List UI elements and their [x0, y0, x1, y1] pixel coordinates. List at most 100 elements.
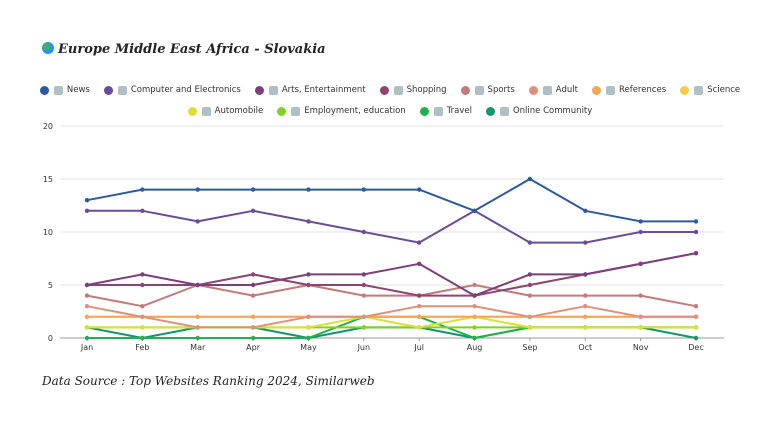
series-line-online-community — [86, 326, 697, 339]
sports-icon — [474, 85, 484, 95]
data-point-news — [361, 187, 367, 192]
legend-item[interactable]: Employment, education — [277, 106, 406, 116]
legend-marker — [39, 85, 49, 95]
legend-marker — [485, 106, 495, 116]
data-point-travel — [84, 335, 90, 341]
y-tick-label: 20 — [43, 122, 53, 131]
legend-item[interactable]: Science — [680, 85, 740, 95]
x-tick-label: Mar — [190, 343, 206, 352]
data-point-adult — [472, 304, 477, 309]
data-point-computer-and-electronics — [638, 229, 643, 235]
legend-marker — [187, 106, 197, 116]
legend-item[interactable]: Online Community — [485, 106, 593, 116]
legend-label: Arts, Entertainment — [281, 85, 366, 95]
x-tick-label: Nov — [633, 343, 649, 352]
data-point-news — [416, 187, 422, 192]
x-tick-label: Aug — [467, 343, 483, 352]
data-point-references — [250, 314, 256, 319]
legend-label: Science — [707, 85, 741, 95]
legend-item[interactable]: References — [591, 85, 667, 95]
data-point-computer-and-electronics — [306, 219, 311, 224]
legend-marker — [528, 85, 538, 95]
data-point-arts-entertainment — [527, 272, 533, 277]
legend-item[interactable]: Sports — [460, 85, 515, 95]
legend-item[interactable]: Arts, Entertainment — [254, 85, 366, 95]
legend-item[interactable]: Travel — [419, 106, 472, 116]
data-point-arts-entertainment — [472, 293, 477, 298]
data-point-sports — [250, 293, 256, 298]
globe-icon — [42, 42, 54, 54]
legend-item[interactable]: Automobile — [187, 106, 263, 116]
data-point-computer-and-electronics — [693, 229, 699, 235]
data-point-arts-entertainment — [583, 272, 588, 277]
data-point-automobile — [306, 325, 311, 330]
legend-marker — [680, 85, 690, 95]
data-point-sports — [361, 293, 367, 298]
data-point-adult — [140, 314, 145, 319]
data-point-sports — [472, 282, 477, 288]
series-line-shopping — [87, 252, 697, 297]
data-point-computer-and-electronics — [250, 208, 256, 213]
data-point-computer-and-electronics — [195, 219, 200, 224]
legend-item[interactable]: Adult — [528, 85, 578, 95]
community-icon — [499, 106, 509, 116]
data-point-references — [472, 314, 477, 319]
legend-item[interactable]: News — [39, 85, 90, 95]
data-point-computer-and-electronics — [416, 240, 422, 245]
data-point-sports — [638, 293, 643, 298]
legend-item[interactable]: Shopping — [379, 85, 447, 95]
data-point-news — [638, 219, 643, 224]
legend-label: Shopping — [406, 85, 447, 95]
series-line-automobile — [87, 315, 696, 329]
data-point-news — [583, 208, 588, 213]
data-point-automobile — [527, 325, 533, 330]
data-point-adult — [250, 325, 256, 330]
computer-icon — [117, 85, 127, 95]
legend-label: Employment, education — [304, 106, 406, 116]
data-point-adult — [638, 314, 643, 319]
data-point-arts-entertainment — [416, 261, 422, 266]
data-point-news — [306, 187, 311, 192]
legend-marker — [419, 106, 429, 116]
data-point-employment-education — [361, 325, 367, 330]
chart-title-text: Europe Middle East Africa - Slovakia — [58, 42, 326, 57]
series-line-computer-and-electronics — [87, 209, 696, 244]
data-point-sports — [693, 304, 699, 309]
data-point-online-community — [693, 335, 699, 341]
data-point-adult — [693, 314, 699, 319]
data-point-automobile — [583, 325, 588, 330]
data-point-shopping — [416, 293, 422, 298]
data-point-news — [472, 208, 477, 213]
data-point-travel — [195, 335, 200, 341]
data-point-travel — [140, 335, 145, 341]
briefcase-icon — [291, 106, 301, 116]
data-point-computer-and-electronics — [361, 229, 367, 235]
legend-marker — [379, 85, 389, 95]
legend-item[interactable]: Computer and Electronics — [103, 85, 241, 95]
car-icon — [201, 106, 211, 116]
data-point-computer-and-electronics — [84, 208, 90, 213]
x-tick-label: Jan — [80, 343, 93, 352]
legend-marker — [460, 85, 470, 95]
legend-row-1: News Computer and Electronics Arts, Entert… — [39, 85, 740, 95]
data-point-references — [416, 314, 422, 319]
series-line-news — [86, 178, 696, 223]
data-point-adult — [361, 314, 367, 319]
newspaper-icon — [53, 85, 63, 95]
y-tick-label: 15 — [43, 175, 53, 184]
data-point-computer-and-electronics — [140, 208, 145, 213]
data-point-travel — [250, 335, 256, 341]
data-point-adult — [527, 314, 533, 319]
data-point-news — [693, 219, 699, 224]
data-point-shopping — [527, 282, 533, 288]
legend-label: Travel — [446, 106, 472, 116]
data-point-shopping — [140, 282, 145, 288]
data-point-automobile — [140, 325, 145, 330]
x-tick-label: Jul — [413, 343, 424, 352]
data-point-arts-entertainment — [250, 282, 256, 288]
chart-title: Europe Middle East Africa - Slovakia — [42, 42, 326, 57]
legend-label: Online Community — [512, 106, 593, 116]
legend-label: References — [618, 85, 667, 95]
data-point-references — [84, 314, 90, 319]
